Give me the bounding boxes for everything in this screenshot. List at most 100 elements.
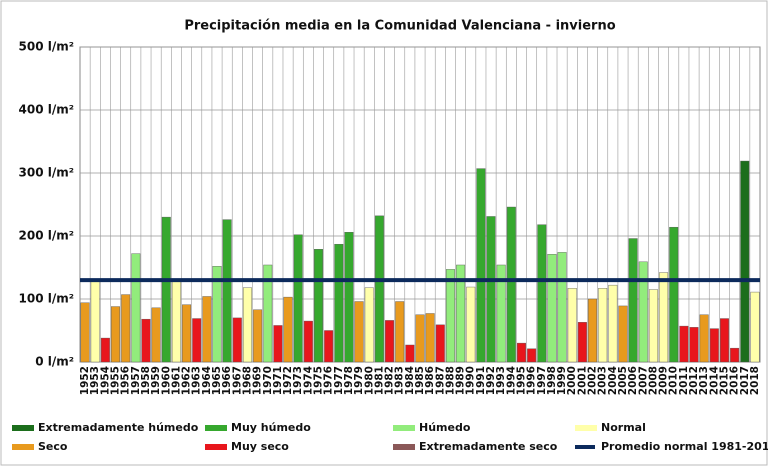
x-tick-label: 1975 bbox=[313, 366, 325, 395]
bar bbox=[222, 219, 232, 363]
x-tick-label: 1963 bbox=[191, 366, 203, 395]
y-tick-label: 400 l/m² bbox=[19, 103, 74, 117]
bar bbox=[182, 304, 192, 363]
x-tick-label: 1957 bbox=[130, 366, 142, 395]
x-tick-label: 2018 bbox=[749, 366, 761, 395]
bar bbox=[344, 232, 354, 363]
bar bbox=[567, 288, 577, 363]
x-tick-label: 1993 bbox=[495, 366, 507, 395]
bar bbox=[354, 301, 364, 363]
x-tick-label: 2012 bbox=[688, 366, 700, 395]
bar bbox=[618, 305, 628, 363]
bar bbox=[161, 216, 171, 363]
bar bbox=[537, 224, 547, 363]
x-tick-label: 1999 bbox=[556, 366, 568, 395]
bar bbox=[456, 264, 466, 363]
x-tick-label: 2016 bbox=[729, 366, 741, 395]
bar bbox=[486, 216, 496, 363]
bar bbox=[111, 306, 120, 363]
x-tick-label: 2013 bbox=[698, 366, 710, 395]
bar bbox=[750, 291, 760, 363]
bar bbox=[425, 313, 435, 363]
legend-label: Normal bbox=[601, 421, 646, 434]
x-tick-label: 1998 bbox=[546, 366, 558, 395]
x-tick-label: 1978 bbox=[343, 366, 355, 395]
legend-swatch bbox=[205, 444, 227, 450]
x-tick-label: 1982 bbox=[384, 366, 396, 395]
x-tick-label: 1964 bbox=[201, 366, 213, 395]
bar bbox=[679, 325, 689, 363]
bar bbox=[669, 226, 679, 363]
x-tick-label: 1956 bbox=[120, 366, 132, 395]
legend-swatch bbox=[205, 425, 227, 431]
x-tick-label: 2009 bbox=[658, 366, 670, 395]
x-tick-label: 1977 bbox=[333, 366, 345, 395]
x-tick-label: 1976 bbox=[323, 366, 335, 395]
bar bbox=[445, 269, 455, 363]
bar bbox=[689, 327, 699, 363]
x-tick-label: 1960 bbox=[160, 366, 172, 395]
bar bbox=[232, 317, 242, 363]
bar bbox=[141, 318, 151, 363]
y-tick-label: 200 l/m² bbox=[19, 229, 74, 243]
x-tick-label: 1970 bbox=[262, 366, 274, 395]
y-tick-label: 300 l/m² bbox=[19, 166, 74, 180]
bar bbox=[192, 318, 202, 363]
legend-label: Húmedo bbox=[419, 421, 471, 434]
x-tick-label: 2002 bbox=[587, 366, 599, 395]
x-tick-label: 1980 bbox=[363, 366, 375, 395]
x-tick-label: 1966 bbox=[221, 366, 233, 395]
x-tick-label: 1968 bbox=[241, 366, 253, 395]
bar bbox=[720, 318, 729, 363]
bar bbox=[659, 272, 669, 363]
bar bbox=[202, 296, 212, 363]
bar bbox=[151, 307, 161, 363]
bar bbox=[293, 234, 303, 363]
legend-label: Muy seco bbox=[231, 440, 289, 453]
x-tick-label: 1986 bbox=[424, 366, 436, 395]
x-tick-label: 2015 bbox=[718, 366, 730, 395]
bar bbox=[476, 168, 486, 363]
x-tick-label: 1991 bbox=[475, 366, 487, 395]
x-tick-label: 1955 bbox=[110, 366, 122, 395]
bar bbox=[435, 324, 445, 363]
legend-label: Promedio normal 1981-2010 bbox=[601, 440, 768, 453]
x-tick-label: 2011 bbox=[678, 366, 690, 395]
x-tick-label: 1959 bbox=[150, 366, 162, 395]
y-tick-label: 500 l/m² bbox=[19, 40, 74, 54]
bar bbox=[496, 264, 506, 363]
x-tick-label: 1985 bbox=[414, 366, 426, 395]
bar bbox=[588, 298, 597, 363]
bar bbox=[385, 320, 395, 363]
bar bbox=[324, 330, 334, 363]
bar bbox=[242, 287, 252, 363]
x-tick-label: 1969 bbox=[252, 366, 264, 395]
x-tick-label: 1974 bbox=[302, 366, 314, 395]
x-tick-label: 1992 bbox=[485, 366, 497, 395]
bar bbox=[517, 342, 526, 363]
bar bbox=[527, 348, 537, 363]
bar bbox=[557, 252, 567, 363]
x-tick-label: 1952 bbox=[79, 366, 91, 395]
x-tick-label: 2000 bbox=[566, 366, 578, 395]
bar bbox=[80, 302, 90, 363]
x-tick-label: 1983 bbox=[394, 366, 406, 395]
bar bbox=[395, 301, 405, 363]
x-tick-label: 1987 bbox=[434, 366, 446, 395]
x-tick-label: 1981 bbox=[373, 366, 385, 395]
bar bbox=[405, 344, 415, 363]
x-tick-label: 1953 bbox=[89, 366, 101, 395]
x-tick-label: 2004 bbox=[607, 366, 619, 395]
bar bbox=[314, 249, 323, 363]
bar bbox=[415, 314, 425, 363]
x-tick-label: 1973 bbox=[292, 366, 304, 395]
bar bbox=[740, 160, 750, 363]
bar bbox=[506, 206, 516, 363]
x-tick-label: 2014 bbox=[708, 366, 720, 395]
x-tick-label: 1994 bbox=[505, 366, 517, 395]
legend-swatch bbox=[575, 425, 597, 431]
x-tick-label: 2006 bbox=[627, 366, 639, 395]
x-tick-label: 1965 bbox=[211, 366, 223, 395]
